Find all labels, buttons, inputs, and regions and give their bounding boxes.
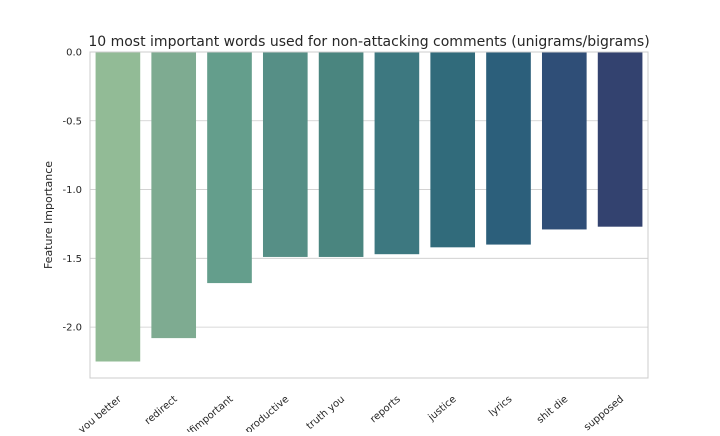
- x-tick-label: shit die: [535, 394, 570, 426]
- x-tick-label: you better: [77, 393, 125, 432]
- x-tick-label: redirect: [143, 394, 180, 427]
- x-tick-label: reports: [368, 394, 402, 425]
- bar-truth-you: [318, 52, 364, 257]
- bar-supposed: [597, 52, 643, 227]
- y-axis-label: Feature Importance: [42, 161, 55, 269]
- x-tick-label: productive: [243, 394, 291, 432]
- bar-selfimportant: [207, 52, 252, 284]
- plot-frame: [89, 51, 649, 379]
- bar-you-better: [95, 52, 141, 362]
- bars: [95, 52, 643, 362]
- y-tick-label: -1.5: [62, 254, 82, 265]
- bar-redirect: [151, 52, 197, 339]
- x-tick-label: selfimportant: [177, 394, 236, 432]
- x-tick-label: supposed: [582, 394, 626, 432]
- y-tick-label: -2.0: [62, 323, 82, 334]
- x-tick-label: justice: [426, 394, 459, 424]
- bar-lyrics: [486, 52, 531, 245]
- y-tick-label: -1.0: [62, 185, 82, 196]
- x-tick-label: lyrics: [487, 394, 514, 419]
- bar-reports: [374, 52, 420, 255]
- chart-title: 10 most important words used for non-att…: [88, 34, 649, 50]
- bar-productive: [262, 52, 308, 257]
- y-tick-labels: -2.0 -1.5 -1.0 -0.5 0.0: [62, 48, 82, 334]
- y-tick-label: -0.5: [62, 116, 82, 127]
- bar-justice: [430, 52, 476, 248]
- x-tick-label: truth you: [305, 394, 347, 432]
- y-tick-label: 0.0: [66, 48, 82, 59]
- bar-shit-die: [541, 52, 587, 230]
